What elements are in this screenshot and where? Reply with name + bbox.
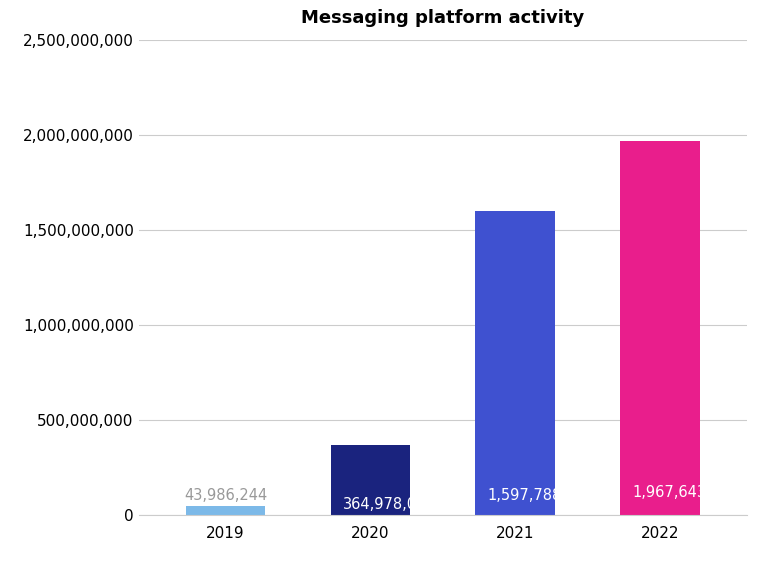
Text: 364,978,045: 364,978,045: [343, 497, 435, 512]
Title: Messaging platform activity: Messaging platform activity: [301, 9, 584, 27]
Text: 1,967,643,024: 1,967,643,024: [632, 485, 738, 500]
Text: 43,986,244: 43,986,244: [184, 488, 267, 503]
Bar: [330, 446, 410, 515]
Bar: [186, 506, 266, 515]
Text: 1,597,788,764: 1,597,788,764: [487, 488, 594, 503]
Bar: [475, 212, 555, 515]
Bar: [620, 141, 700, 515]
